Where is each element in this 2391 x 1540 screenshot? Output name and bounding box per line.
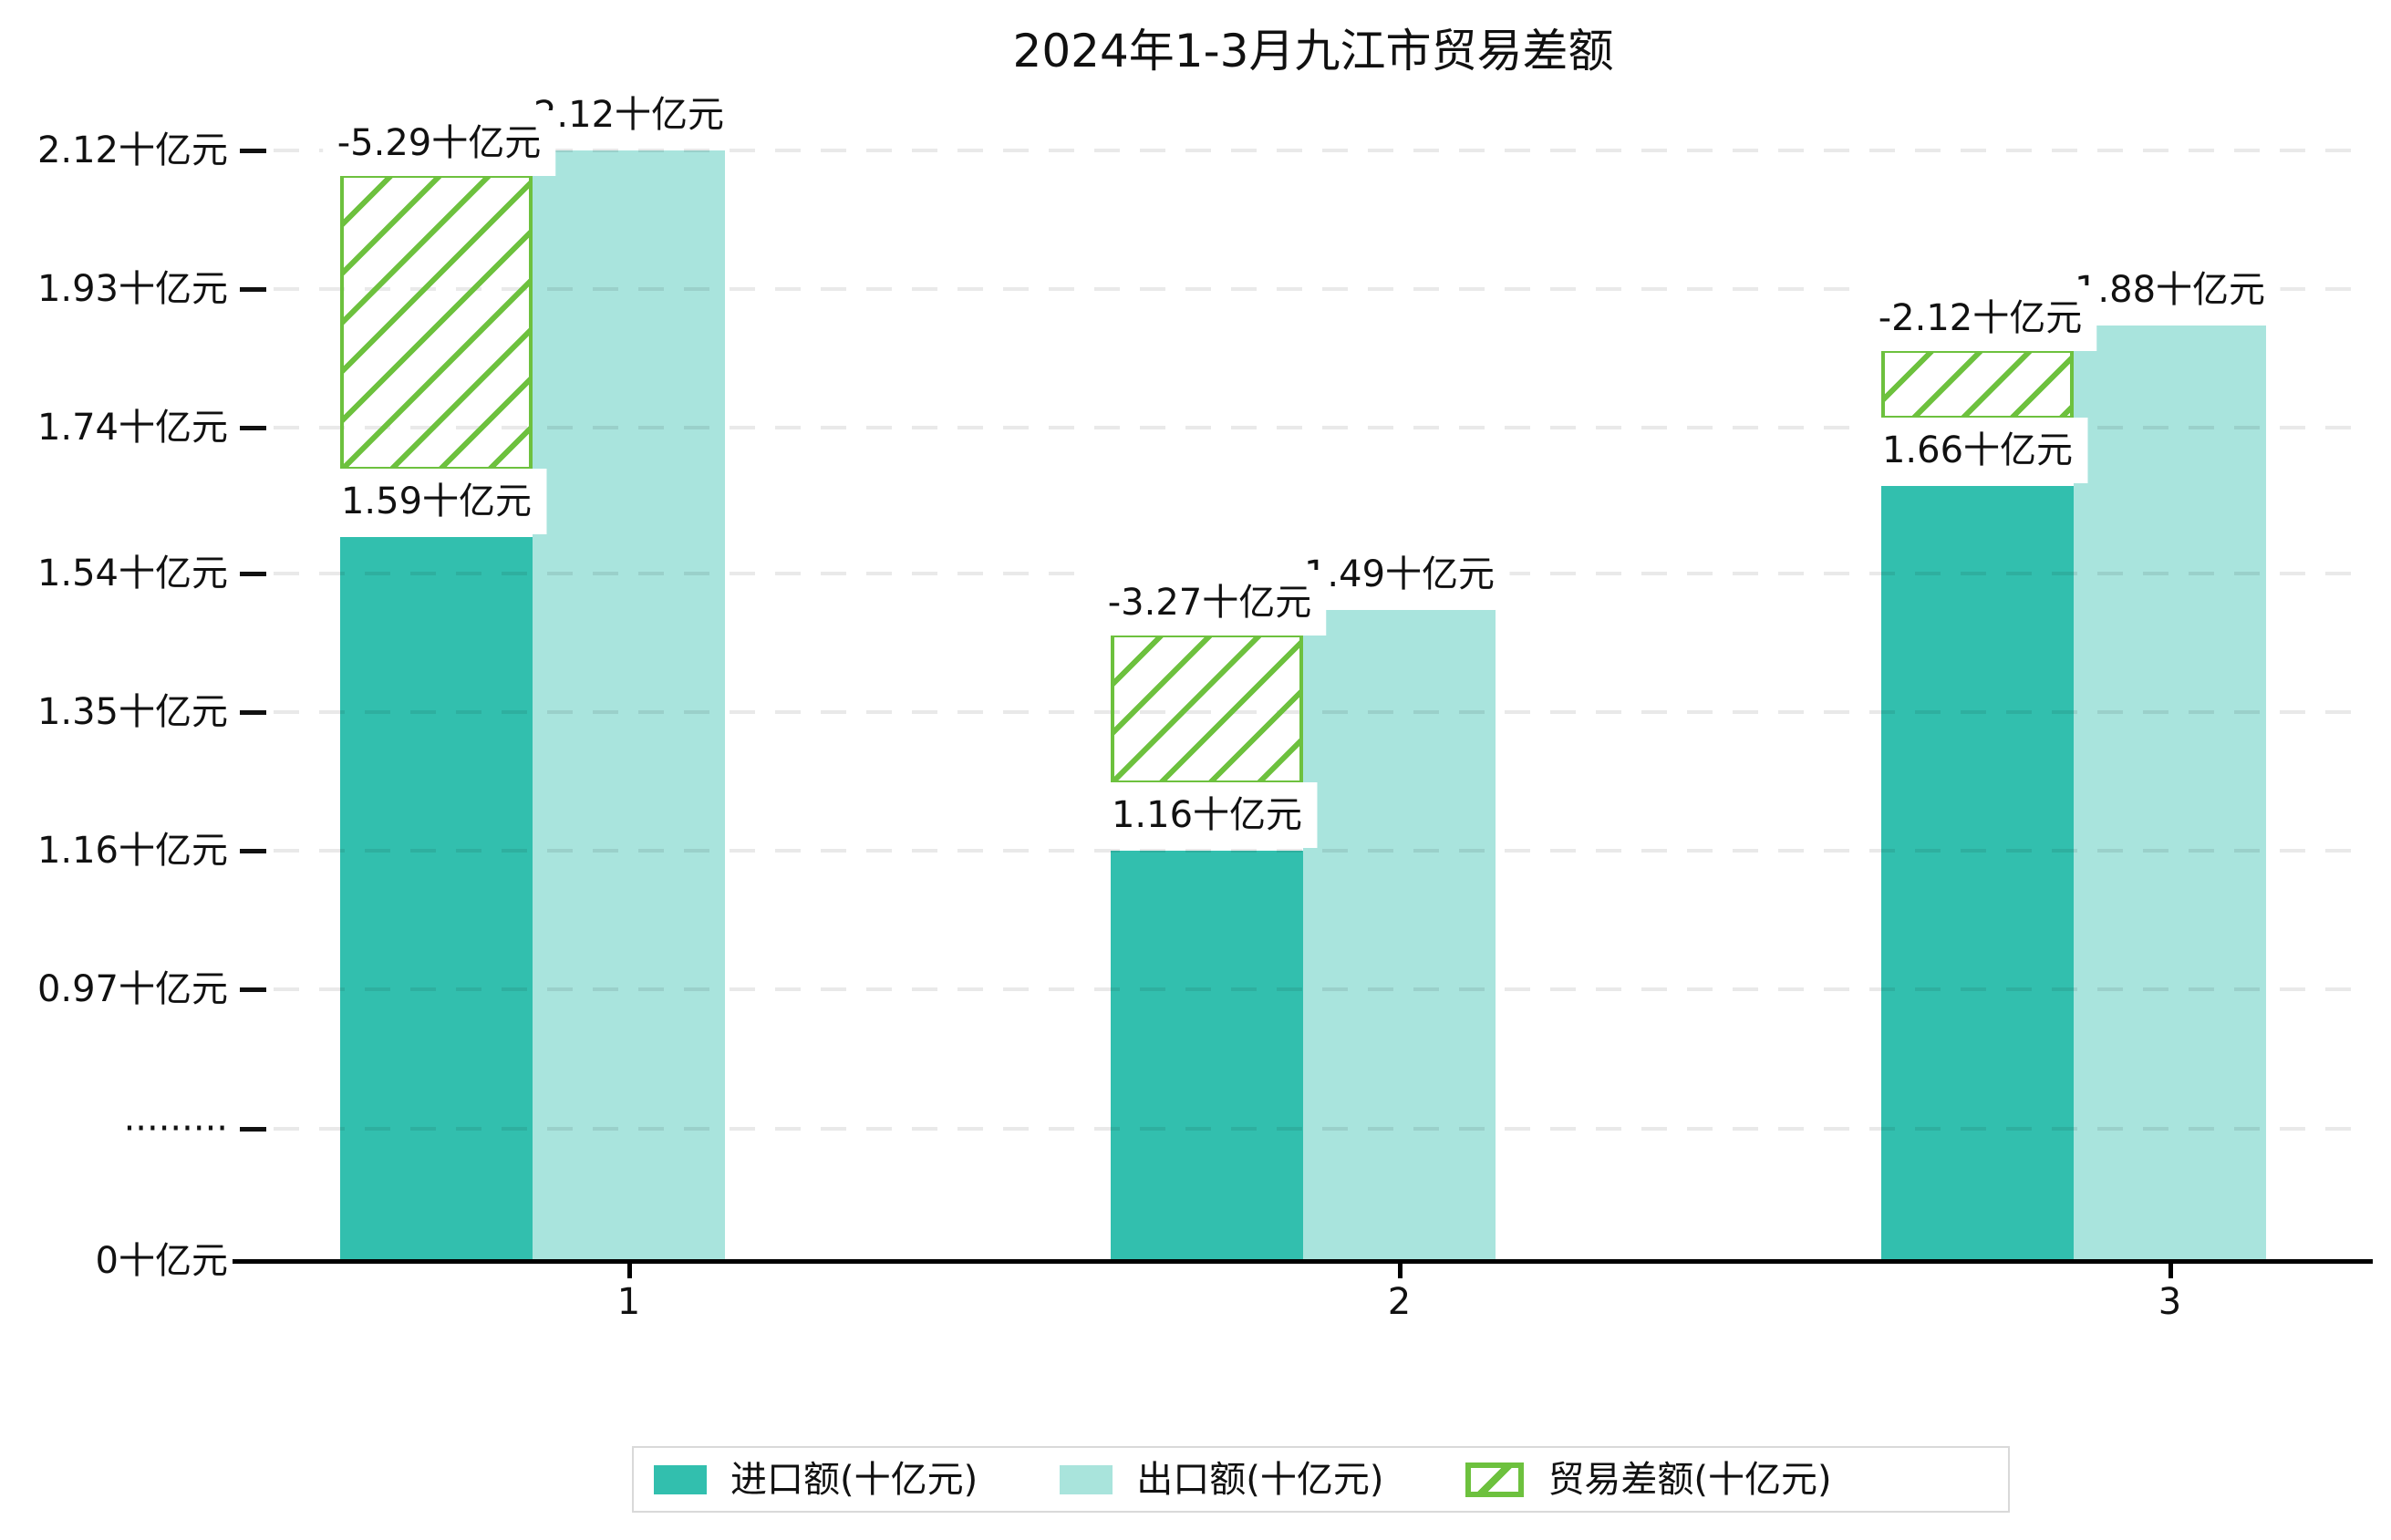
export-bar-3 xyxy=(2074,326,2266,1259)
trade-balance-hatch-1 xyxy=(340,174,533,470)
x-axis-tick-label-3: 3 xyxy=(2158,1281,2182,1323)
y-axis-tick-mark xyxy=(240,849,266,853)
x-axis-tick-mark-2 xyxy=(1397,1264,1403,1278)
y-axis-tick-label: 1.93十亿元 xyxy=(36,268,228,310)
gridline xyxy=(274,149,2371,152)
y-axis-tick-mark xyxy=(240,1127,266,1132)
y-axis-tick-label: 0十亿元 xyxy=(95,1240,228,1282)
import-bar-1 xyxy=(340,537,533,1259)
gridline xyxy=(274,1127,2371,1131)
legend-label-export: 出口额(十亿元) xyxy=(1136,1458,1384,1501)
y-axis-tick-mark xyxy=(240,572,266,576)
y-axis-tick-label: 1.35十亿元 xyxy=(36,691,228,733)
export-bar-1 xyxy=(533,150,725,1259)
trade-balance-hatch-3 xyxy=(1881,349,2074,419)
x-axis-tick-mark-3 xyxy=(2168,1264,2173,1278)
import-bar-3 xyxy=(1881,486,2074,1259)
x-axis-line xyxy=(233,1259,2373,1264)
import-value-label-1: 1.59十亿元 xyxy=(326,469,547,534)
legend-item-export: 出口额(十亿元) xyxy=(1060,1458,1383,1502)
import-value-label-3: 1.66十亿元 xyxy=(1867,418,2088,483)
gridline xyxy=(274,426,2371,429)
y-axis-tick-label: 0.97十亿元 xyxy=(36,968,228,1010)
y-axis-tick-label: ········· xyxy=(123,1108,228,1150)
x-axis-tick-label-2: 2 xyxy=(1387,1281,1412,1323)
gridline xyxy=(274,849,2371,853)
trade-balance-hatch-2 xyxy=(1111,634,1303,784)
import-value-label-2: 1.16十亿元 xyxy=(1096,782,1318,848)
y-axis-tick-label: 1.16十亿元 xyxy=(36,830,228,872)
y-axis-tick-label: 1.74十亿元 xyxy=(36,407,228,449)
export-value-label-1: 2.12十亿元 xyxy=(518,82,740,148)
gridline xyxy=(274,710,2371,714)
export-value-label-2: 1.49十亿元 xyxy=(1289,542,1510,607)
legend: 进口额(十亿元) 出口额(十亿元) 贸易差额(十亿元) xyxy=(632,1446,2010,1513)
legend-item-trade-balance: 贸易差额(十亿元) xyxy=(1465,1458,1832,1502)
legend-swatch-export xyxy=(1060,1464,1113,1494)
y-axis-tick-mark xyxy=(240,987,266,992)
import-bar-2 xyxy=(1111,851,1303,1259)
y-axis-tick-mark xyxy=(240,287,266,292)
legend-label-trade-balance: 贸易差额(十亿元) xyxy=(1547,1458,1832,1501)
gridline xyxy=(274,987,2371,991)
y-axis-tick-mark xyxy=(240,426,266,430)
trade-balance-value-label-3: -2.12十亿元 xyxy=(1863,285,2097,351)
x-axis-tick-mark-1 xyxy=(626,1264,632,1278)
chart-title: 2024年1-3月九江市贸易差额 xyxy=(1012,25,1614,78)
gridline xyxy=(274,287,2371,291)
y-axis-tick-label: 1.54十亿元 xyxy=(36,553,228,594)
y-axis-tick-label: 2.12十亿元 xyxy=(36,129,228,171)
legend-swatch-import xyxy=(654,1464,707,1494)
y-axis-tick-mark xyxy=(240,710,266,715)
legend-label-import: 进口额(十亿元) xyxy=(730,1458,978,1501)
legend-item-import: 进口额(十亿元) xyxy=(654,1458,978,1502)
trade-balance-value-label-2: -3.27十亿元 xyxy=(1092,570,1327,636)
trade-balance-value-label-1: -5.29十亿元 xyxy=(322,110,556,176)
x-axis-tick-label-1: 1 xyxy=(616,1281,641,1323)
legend-swatch-trade-balance-hatch-icon xyxy=(1465,1462,1525,1497)
y-axis-tick-mark xyxy=(240,149,266,153)
export-bar-2 xyxy=(1303,610,1496,1259)
